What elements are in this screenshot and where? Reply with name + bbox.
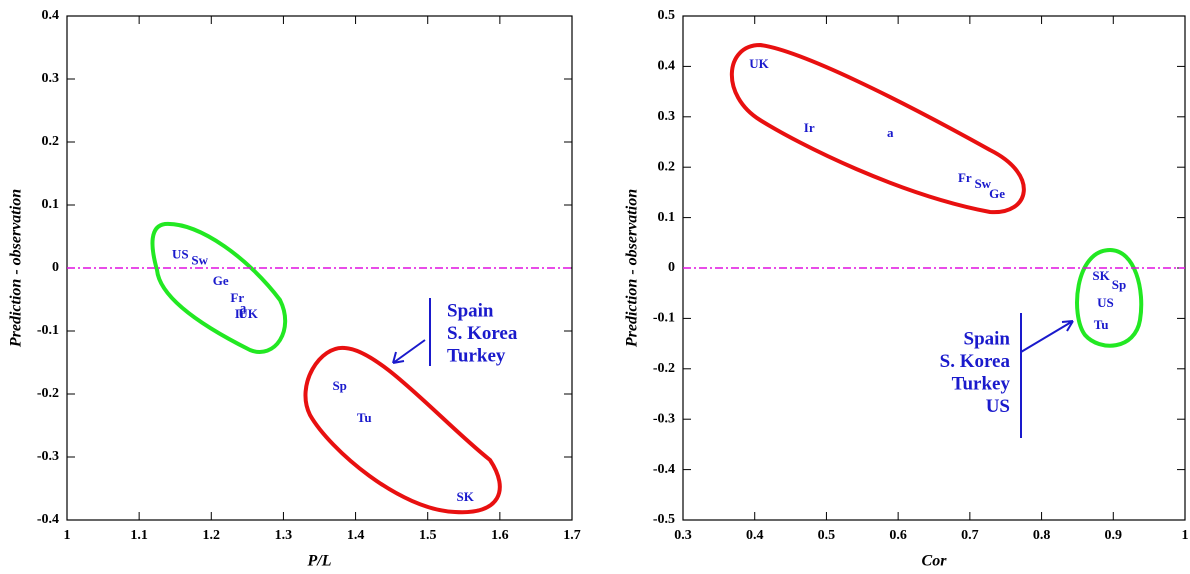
group-outline <box>150 221 288 354</box>
y-tick-label: 0.3 <box>658 109 676 124</box>
group-outline <box>729 42 1026 215</box>
point-label: Tu <box>1094 317 1109 332</box>
x-tick-label: 0.3 <box>674 528 692 543</box>
point-label: Sp <box>1112 277 1126 292</box>
y-axis-title: Prediction - observation <box>624 189 641 348</box>
y-tick-label: -0.1 <box>37 323 59 338</box>
y-tick-label: 0.1 <box>42 197 60 212</box>
point-label: Ge <box>213 273 229 288</box>
annotation: Turkey <box>952 373 1011 394</box>
point-label: Ir <box>235 306 246 321</box>
x-tick-label: 1.4 <box>347 528 365 543</box>
y-tick-label: -0.2 <box>37 386 59 401</box>
point-label: Sw <box>191 253 208 268</box>
x-tick-label: 0.8 <box>1033 528 1051 543</box>
y-tick-label: -0.4 <box>653 462 675 477</box>
x-tick-label: 1.5 <box>419 528 437 543</box>
x-tick-label: 1.6 <box>491 528 509 543</box>
y-tick-label: 0.4 <box>658 59 676 74</box>
point-label: Fr <box>958 170 972 185</box>
annotation: Turkey <box>447 345 506 366</box>
x-tick-label: 0.6 <box>889 528 907 543</box>
y-tick-label: -0.5 <box>653 512 675 527</box>
y-axis-title: Prediction - observation <box>8 189 25 348</box>
point-label: US <box>1097 295 1114 310</box>
x-tick-label: 1.2 <box>203 528 221 543</box>
annotation: S. Korea <box>940 351 1011 372</box>
x-tick-label: 0.5 <box>818 528 836 543</box>
y-tick-label: 0.3 <box>42 71 60 86</box>
y-tick-label: 0.4 <box>42 8 60 23</box>
point-label: UK <box>238 306 258 321</box>
y-tick-label: -0.4 <box>37 512 59 527</box>
point-label: UK <box>749 56 769 71</box>
y-tick-label: -0.1 <box>653 311 675 326</box>
y-tick-label: 0.5 <box>658 8 676 23</box>
point-label: Tu <box>357 410 372 425</box>
y-tick-label: 0 <box>52 260 59 275</box>
y-tick-label: 0.2 <box>658 159 676 174</box>
point-label: Sw <box>974 176 991 191</box>
x-tick-label: 0.9 <box>1105 528 1123 543</box>
y-tick-label: 0 <box>668 260 675 275</box>
y-tick-label: 0.1 <box>658 210 676 225</box>
point-label: Fr <box>230 290 244 305</box>
point-label: Sp <box>332 378 346 393</box>
annotation-arrow <box>392 339 426 364</box>
y-tick-label: -0.3 <box>653 411 675 426</box>
x-tick-label: 1.3 <box>275 528 293 543</box>
y-tick-label: -0.2 <box>653 361 675 376</box>
x-tick-label: 0.4 <box>746 528 764 543</box>
point-label: US <box>172 246 189 261</box>
x-tick-label: 1 <box>64 528 71 543</box>
point-label: SK <box>1092 268 1110 283</box>
point-label: a <box>887 125 894 140</box>
x-axis-title: Cor <box>922 553 948 570</box>
x-axis-title: P/L <box>307 553 332 570</box>
point-label: SK <box>457 489 475 504</box>
x-tick-label: 1.7 <box>563 528 581 543</box>
group-outline <box>303 345 502 515</box>
point-label: Ir <box>804 120 815 135</box>
annotation-arrow <box>1020 320 1074 353</box>
x-tick-label: 1 <box>1182 528 1189 543</box>
group-outline <box>1075 247 1144 348</box>
annotation: S. Korea <box>447 323 518 344</box>
y-tick-label: -0.3 <box>37 449 59 464</box>
annotation: Spain <box>964 328 1011 349</box>
x-tick-label: 1.1 <box>130 528 148 543</box>
x-tick-label: 0.7 <box>961 528 979 543</box>
point-label: a <box>240 300 247 315</box>
point-label: Ge <box>989 186 1005 201</box>
annotation: US <box>986 396 1010 417</box>
y-tick-label: 0.2 <box>42 134 60 149</box>
annotation: Spain <box>447 300 494 321</box>
